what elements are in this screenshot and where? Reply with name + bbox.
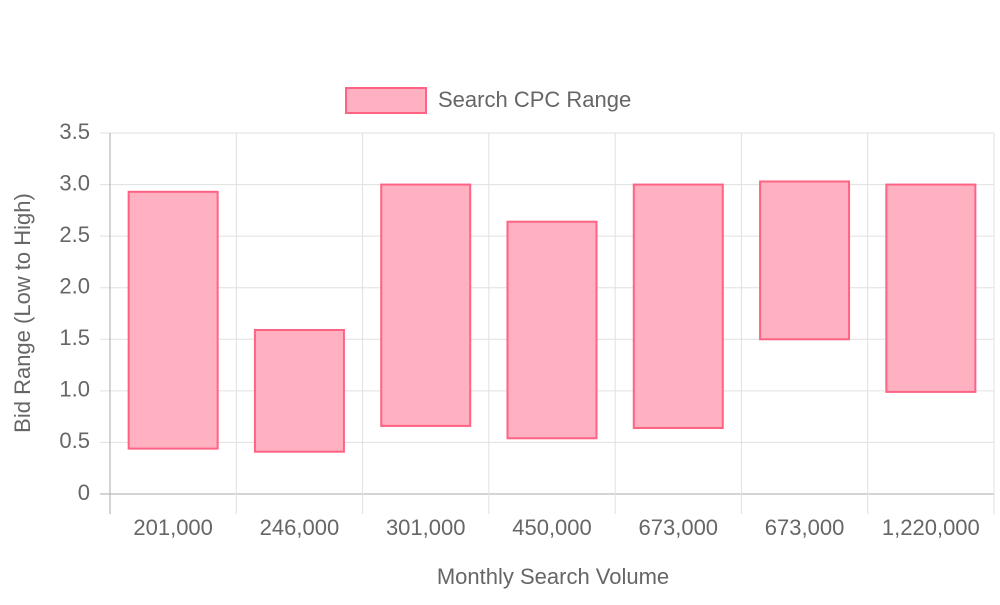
y-tick-label: 2.5 <box>59 222 90 247</box>
y-axis-title: Bid Range (Low to High) <box>10 193 35 433</box>
y-tick-label: 1.5 <box>59 325 90 350</box>
bar <box>253 329 345 453</box>
bar <box>885 183 977 393</box>
bar <box>506 220 598 440</box>
x-tick-label: 1,220,000 <box>882 515 980 540</box>
legend-label: Search CPC Range <box>438 87 631 112</box>
bar <box>759 180 851 341</box>
x-axis-title: Monthly Search Volume <box>437 564 669 589</box>
bar <box>632 183 724 429</box>
x-tick-label: 201,000 <box>133 515 213 540</box>
y-tick-label: 3.0 <box>59 170 90 195</box>
bar <box>127 190 219 450</box>
bar <box>380 183 472 427</box>
legend-swatch <box>345 87 427 114</box>
x-tick-label: 673,000 <box>639 515 719 540</box>
x-tick-label: 301,000 <box>386 515 466 540</box>
y-tick-label: 0 <box>78 480 90 505</box>
y-tick-label: 3.5 <box>59 119 90 144</box>
x-tick-label: 673,000 <box>765 515 845 540</box>
y-tick-label: 0.5 <box>59 428 90 453</box>
y-tick-label: 1.0 <box>59 377 90 402</box>
x-tick-label: 450,000 <box>512 515 592 540</box>
x-tick-label: 246,000 <box>260 515 340 540</box>
y-tick-label: 2.0 <box>59 274 90 299</box>
